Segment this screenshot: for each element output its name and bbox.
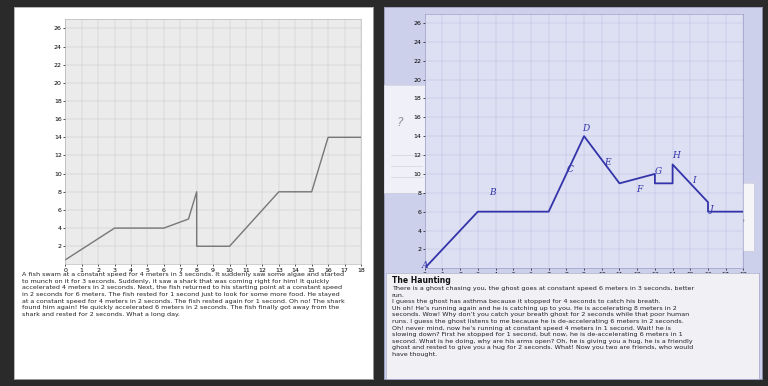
- Text: There is a ghost chasing you, the ghost goes at constant speed 6 meters in 3 sec: There is a ghost chasing you, the ghost …: [392, 286, 694, 357]
- Text: E: E: [604, 158, 611, 167]
- Text: A: A: [422, 261, 428, 270]
- Text: I: I: [692, 176, 696, 185]
- Text: ?: ?: [396, 116, 403, 129]
- Text: A fish swam at a constant speed for 4 meters in 3 seconds. It suddenly saw some : A fish swam at a constant speed for 4 me…: [22, 272, 344, 317]
- Text: F: F: [636, 185, 642, 195]
- Text: G: G: [655, 167, 662, 176]
- Text: •: •: [740, 215, 746, 225]
- Text: The Haunting: The Haunting: [392, 276, 450, 285]
- Text: H: H: [672, 151, 680, 159]
- Text: B: B: [488, 188, 495, 197]
- Text: D: D: [582, 124, 590, 133]
- Text: J: J: [710, 205, 713, 214]
- Text: C: C: [567, 165, 574, 174]
